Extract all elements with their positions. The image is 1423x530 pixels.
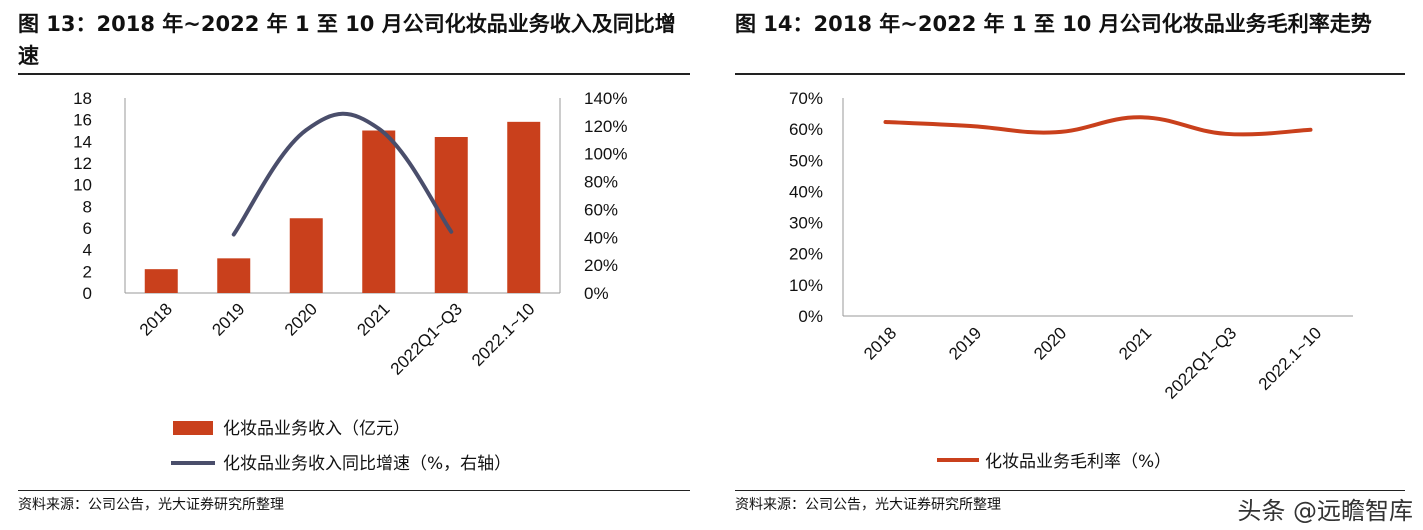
legend-swatch-revenue [173,421,213,435]
revenue-growth-chart: 18 16 14 12 10 8 6 4 2 0 140% 120% 100% 80% 60% 40% 20%… [73,89,627,474]
left-y-tick-label: 2 [83,262,92,281]
legend-label-revenue: 化妆品业务收入（亿元） [223,419,410,439]
right-y-tick-label: 20% [584,256,618,275]
right-y-tick-label: 140% [584,89,627,108]
source-rule [18,490,690,491]
y-tick-label: 40% [789,182,823,201]
y-tick-label: 20% [789,245,823,264]
x-tick-label: 2019 [945,323,985,363]
revenue-bar [507,121,541,293]
figure-14-title: 图 14：2018 年~2022 年 1 至 10 月公司化妆品业务毛利率走势 [735,12,1372,36]
left-y-tick-label: 16 [73,111,92,130]
revenue-bar [144,269,178,293]
growth-rate-line [231,111,454,237]
legend-label-margin: 化妆品业务毛利率（%） [985,452,1171,472]
left-y-tick-label: 14 [73,132,92,151]
x-tick-label: 2021 [353,299,393,339]
figure-14-panel: 图 14：2018 年~2022 年 1 至 10 月公司化妆品业务毛利率走势 … [727,0,1407,530]
left-y-tick-label: 12 [73,154,92,173]
y-tick-label: 0% [798,307,823,326]
title-rule [18,73,690,75]
y-tick-label: 70% [789,89,823,108]
revenue-bar [362,130,396,293]
gross-margin-line [883,115,1313,137]
revenue-bar [217,258,251,293]
watermark: 头条 @远瞻智库 [1237,497,1413,525]
figure-13-title: 图 13：2018 年~2022 年 1 至 10 月公司化妆品业务收入及同比增… [18,12,676,68]
left-y-tick-label: 0 [83,284,92,303]
right-y-tick-label: 60% [584,200,618,219]
figure-14-source: 资料来源：公司公告，光大证券研究所整理 [735,497,1001,513]
left-y-tick-label: 8 [83,197,92,216]
left-y-tick-label: 6 [83,219,92,238]
right-y-tick-label: 0% [584,284,609,303]
right-y-tick-label: 40% [584,228,618,247]
figure-13-panel: 图 13：2018 年~2022 年 1 至 10 月公司化妆品业务收入及同比增… [8,0,691,530]
title-rule [735,73,1405,75]
figure-13-source: 资料来源：公司公告，光大证券研究所整理 [18,497,284,513]
x-tick-label: 2022.1~10 [1255,323,1326,394]
source-rule [735,490,1405,491]
x-tick-label: 2021 [1115,323,1155,363]
left-y-tick-label: 10 [73,176,92,195]
y-tick-label: 50% [789,151,823,170]
x-tick-label: 2020 [1030,323,1070,363]
x-tick-label: 2022Q1~Q3 [1161,323,1240,402]
left-y-tick-label: 18 [73,89,92,108]
y-tick-label: 10% [789,276,823,295]
x-tick-label: 2019 [208,299,248,339]
right-y-tick-label: 80% [584,173,618,192]
x-tick-label: 2020 [281,299,321,339]
x-tick-label: 2022.1~10 [468,299,539,370]
x-tick-label: 2018 [136,299,176,339]
revenue-bar [289,218,323,293]
x-tick-label: 2022Q1~Q3 [387,299,466,378]
y-tick-label: 60% [789,120,823,139]
x-tick-label: 2018 [860,323,900,363]
legend-label-growth: 化妆品业务收入同比增速（%，右轴） [223,454,511,474]
y-tick-label: 30% [789,214,823,233]
left-y-tick-label: 4 [83,241,92,260]
right-y-tick-label: 120% [584,117,627,136]
right-y-tick-label: 100% [584,145,627,164]
gross-margin-chart: 70% 60% 50% 40% 30% 20% 10% 0% 2018 2019 2020 2021… [789,89,1353,472]
